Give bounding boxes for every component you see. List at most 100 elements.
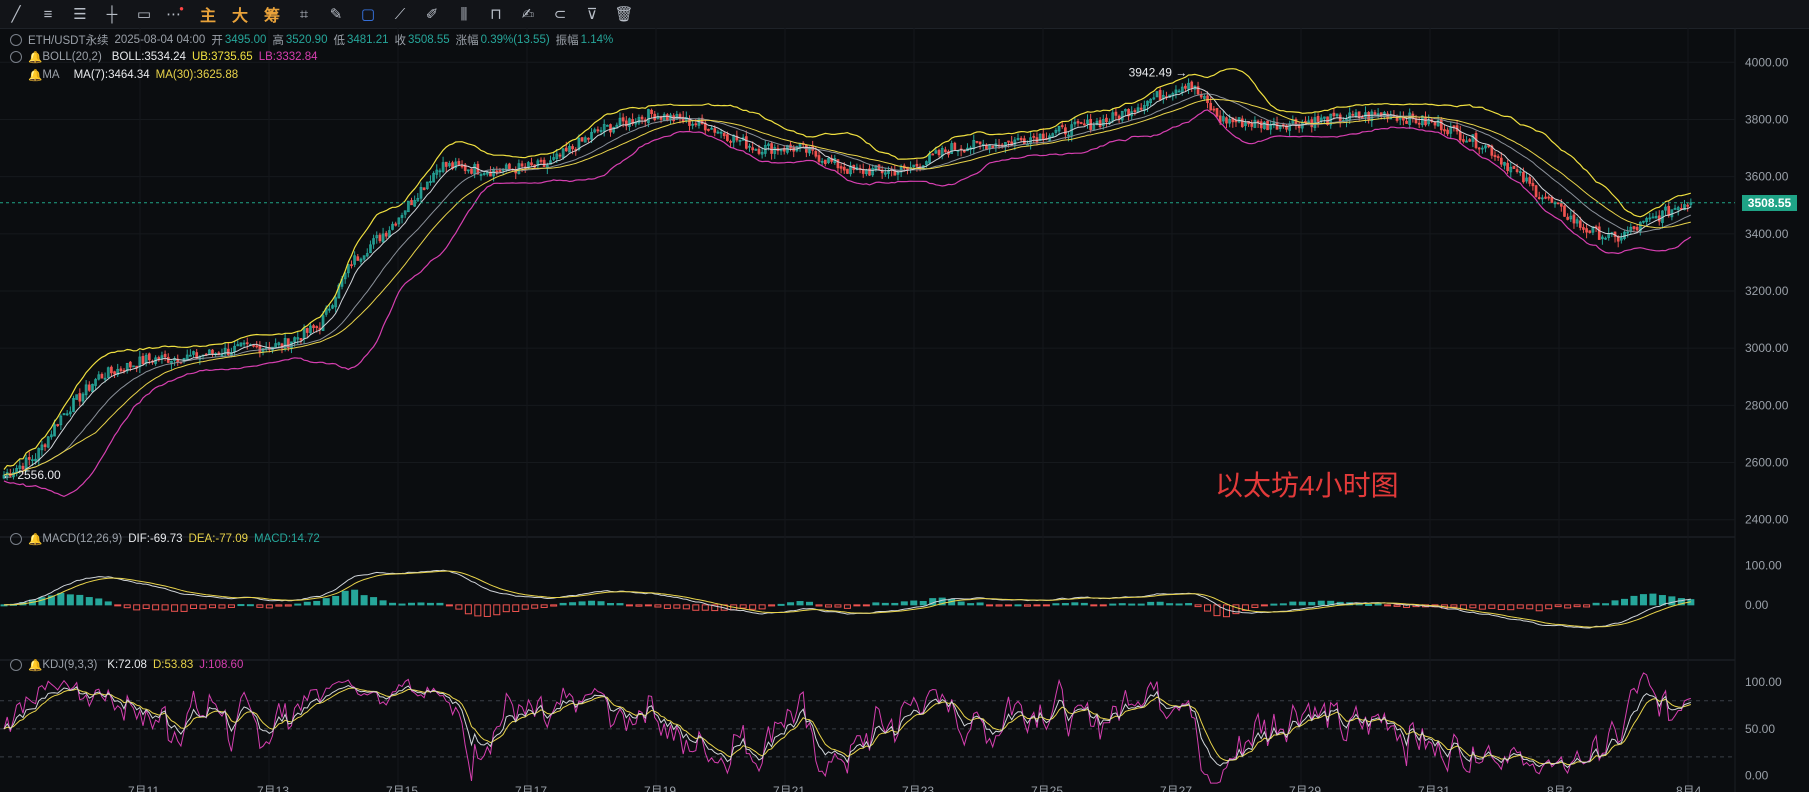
magnet-icon[interactable]: ⊂	[553, 6, 567, 23]
edit-icon[interactable]: ✍	[521, 6, 535, 23]
x-tick-label: 7月13	[257, 784, 289, 792]
macd-bar	[57, 592, 65, 606]
candle	[457, 161, 461, 166]
candle	[1481, 147, 1484, 150]
indicator-tab[interactable]: 筹	[263, 8, 280, 25]
macd-bar	[341, 590, 349, 606]
indicator-tab[interactable]: 大	[231, 8, 248, 25]
candle	[647, 109, 650, 123]
macd-bar	[967, 603, 975, 606]
watermark-title: 以太坊4小时图	[1215, 470, 1399, 501]
candle	[113, 371, 116, 375]
brush-icon[interactable]: ⌗	[299, 5, 309, 23]
candle	[542, 159, 546, 167]
trash-icon[interactable]: 🗑	[614, 6, 634, 23]
candle	[75, 394, 79, 400]
candle	[226, 348, 230, 356]
candle	[103, 377, 107, 380]
bell-icon[interactable]: 🔔	[28, 70, 43, 82]
candle	[1556, 202, 1560, 205]
candle	[160, 355, 164, 360]
candle	[931, 153, 935, 156]
candle	[1158, 89, 1162, 101]
candle	[1569, 215, 1573, 220]
boll-mid-line	[3, 93, 1692, 476]
more-icon[interactable]: ⋯ ●	[166, 3, 184, 24]
candle	[975, 140, 979, 143]
bar-time: 2025-08-04 04:00	[114, 34, 206, 46]
pen-icon[interactable]: ✎	[329, 6, 343, 23]
collapse-icon[interactable]	[10, 51, 22, 63]
collapse-icon[interactable]	[10, 659, 22, 671]
candle	[81, 393, 85, 402]
candle	[479, 174, 483, 176]
candle	[631, 119, 634, 124]
candle	[255, 345, 259, 348]
x-tick-label: 7月23	[902, 784, 934, 792]
candle	[1626, 231, 1630, 234]
macd-bar	[379, 600, 387, 606]
candle	[12, 472, 15, 478]
macd-bar	[853, 604, 861, 607]
candle	[365, 253, 369, 257]
collapse-icon[interactable]	[10, 34, 22, 46]
parallel-lines-icon[interactable]: ≡	[43, 5, 53, 23]
candle	[1424, 116, 1427, 126]
candle	[1073, 121, 1077, 125]
chart-area[interactable]: 4000.00 3800.00 3600.00 3400.00 3200.00 3000.…	[0, 28, 1809, 792]
candle	[305, 328, 309, 333]
y-tick-label: 3000.00	[1745, 341, 1789, 355]
candle	[473, 164, 477, 175]
candle	[1651, 216, 1655, 219]
rectangle-icon[interactable]: ▭	[136, 6, 152, 23]
min-price-label: ← 2556.00	[2, 468, 61, 482]
candle	[1585, 228, 1588, 233]
ruler-icon[interactable]: ⟋	[394, 5, 406, 23]
candle	[618, 117, 622, 126]
macd-bar	[1535, 604, 1543, 612]
macd-bar	[1450, 604, 1458, 608]
bookmark-icon[interactable]: ▢	[360, 6, 376, 23]
bell-icon[interactable]: 🔔	[28, 660, 43, 672]
bell-icon[interactable]: 🔔	[28, 534, 43, 546]
macd-bar	[1232, 604, 1240, 615]
ray-icon[interactable]: ┼	[106, 5, 118, 23]
filter-icon[interactable]: ⊽	[586, 6, 598, 23]
candle	[1458, 131, 1462, 141]
candle	[1531, 182, 1535, 187]
candle	[384, 232, 388, 237]
macd-bar	[1156, 601, 1164, 606]
candle	[1278, 124, 1282, 129]
candle	[1420, 115, 1424, 126]
macd-bar	[749, 604, 757, 610]
collapse-icon[interactable]	[10, 533, 22, 545]
macd-bar	[237, 604, 245, 607]
macd-bar	[1583, 604, 1591, 608]
candle	[350, 264, 353, 267]
candle	[583, 137, 587, 143]
macd-bar	[161, 604, 169, 611]
pencil-icon[interactable]: ✐	[425, 6, 439, 23]
candle	[331, 305, 334, 309]
candle	[438, 170, 442, 173]
candle	[609, 124, 612, 133]
candle	[84, 384, 88, 396]
candle	[1114, 111, 1118, 116]
lock-icon[interactable]: ⊓	[490, 6, 502, 23]
candle	[381, 233, 385, 243]
candle	[1155, 91, 1159, 98]
indicator-tab[interactable]: 主	[199, 8, 216, 25]
candle	[624, 120, 628, 127]
horizontal-lines-icon[interactable]: ☰	[73, 6, 87, 23]
candle	[1297, 125, 1301, 129]
macd-bar	[1033, 604, 1041, 607]
candle	[842, 166, 846, 171]
line-tool-icon[interactable]: ╱	[11, 6, 21, 23]
macd-bar	[1023, 604, 1031, 607]
macd-bar	[521, 604, 529, 610]
candle	[46, 436, 50, 448]
candle-icon[interactable]: ⫼	[460, 5, 468, 23]
bell-icon[interactable]: 🔔	[28, 52, 43, 64]
candle	[334, 297, 338, 308]
macd-bar	[1365, 603, 1373, 606]
